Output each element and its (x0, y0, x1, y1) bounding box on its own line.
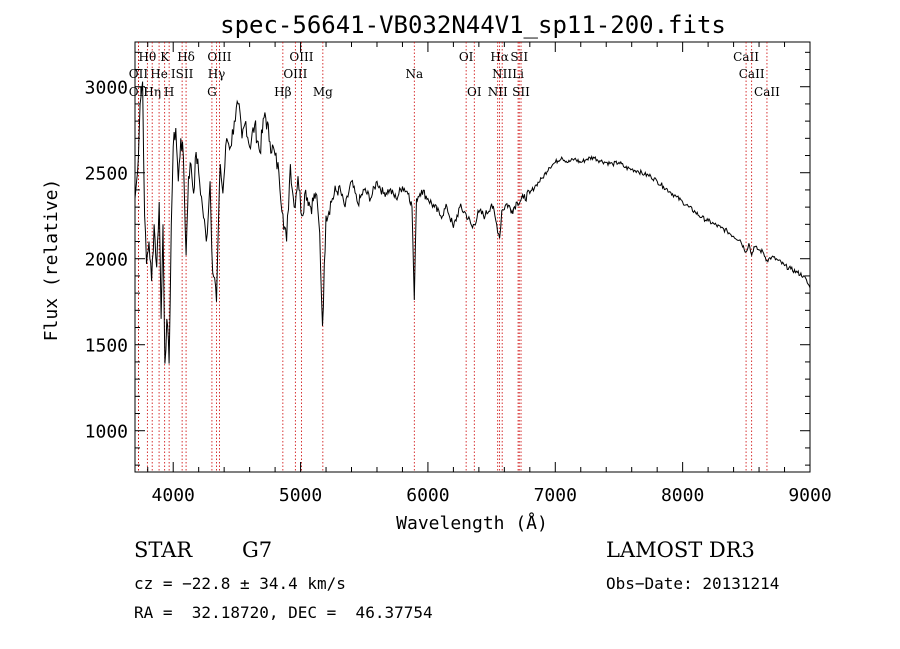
x-axis-label: Wavelength (Å) (396, 512, 548, 534)
y-tick-label-3: 2500 (85, 164, 128, 185)
x-tick-label-3: 7000 (534, 485, 577, 506)
line-marker-label-4: OIII (289, 50, 313, 64)
line-marker-label-15: NII (492, 67, 512, 81)
line-marker-label-6: Hα (490, 50, 509, 64)
line-marker-label-24: OI (467, 85, 482, 99)
line-marker-label-16: Li (512, 67, 524, 81)
line-marker-label-3: OIII (207, 50, 231, 64)
x-tick-label-2: 6000 (406, 485, 449, 506)
x-tick-label-1: 5000 (279, 485, 322, 506)
chart-title: spec-56641-VB032N44V1_sp11-200.fits (220, 11, 726, 39)
x-tick-label-5: 9000 (788, 485, 831, 506)
redshift-text: cz = −22.8 ± 34.4 km/s (134, 574, 346, 593)
spectrum-line (134, 81, 811, 364)
line-marker-label-0: Hθ (139, 50, 157, 64)
y-axis-label: Flux (relative) (41, 179, 62, 342)
line-marker-label-21: G (207, 85, 217, 99)
survey-label: LAMOST DR3 (606, 538, 755, 562)
plot-frame (134, 41, 811, 473)
line-marker-label-11: ISII (171, 67, 194, 81)
line-marker-label-23: Mg (313, 85, 333, 99)
line-marker-label-1: K (160, 50, 170, 64)
line-marker-label-19: Hη (143, 85, 161, 99)
y-tick-label-2: 2000 (85, 250, 128, 271)
y-tick-label-1: 1500 (85, 336, 128, 357)
line-marker-label-8: CaII (733, 50, 759, 64)
line-marker-label-26: SII (512, 85, 530, 99)
coordinates-text: RA = 32.18720, DEC = 46.37754 (134, 603, 433, 622)
line-marker-label-10: He (150, 67, 168, 81)
y-tick-label-0: 1000 (85, 422, 128, 443)
line-marker-label-12: Hγ (208, 67, 226, 81)
line-marker-label-17: CaII (739, 67, 765, 81)
line-marker-label-14: Na (405, 67, 423, 81)
object-class: STAR (134, 538, 193, 562)
line-marker-label-7: SII (510, 50, 528, 64)
line-marker-label-13: OIII (283, 67, 307, 81)
object-subclass: G7 (242, 538, 273, 562)
x-tick-label-4: 8000 (661, 485, 704, 506)
line-marker-label-22: Hβ (274, 85, 291, 99)
line-marker-label-5: OI (459, 50, 474, 64)
x-tick-label-0: 4000 (152, 485, 195, 506)
y-tick-label-4: 3000 (85, 78, 128, 99)
line-marker-label-27: CaII (754, 85, 780, 99)
line-marker-label-18: OII (129, 85, 149, 99)
line-marker-label-20: H (164, 85, 174, 99)
line-marker-label-2: Hδ (177, 50, 195, 64)
obs-date-text: Obs−Date: 20131214 (606, 574, 780, 593)
line-marker-label-25: NII (488, 85, 508, 99)
